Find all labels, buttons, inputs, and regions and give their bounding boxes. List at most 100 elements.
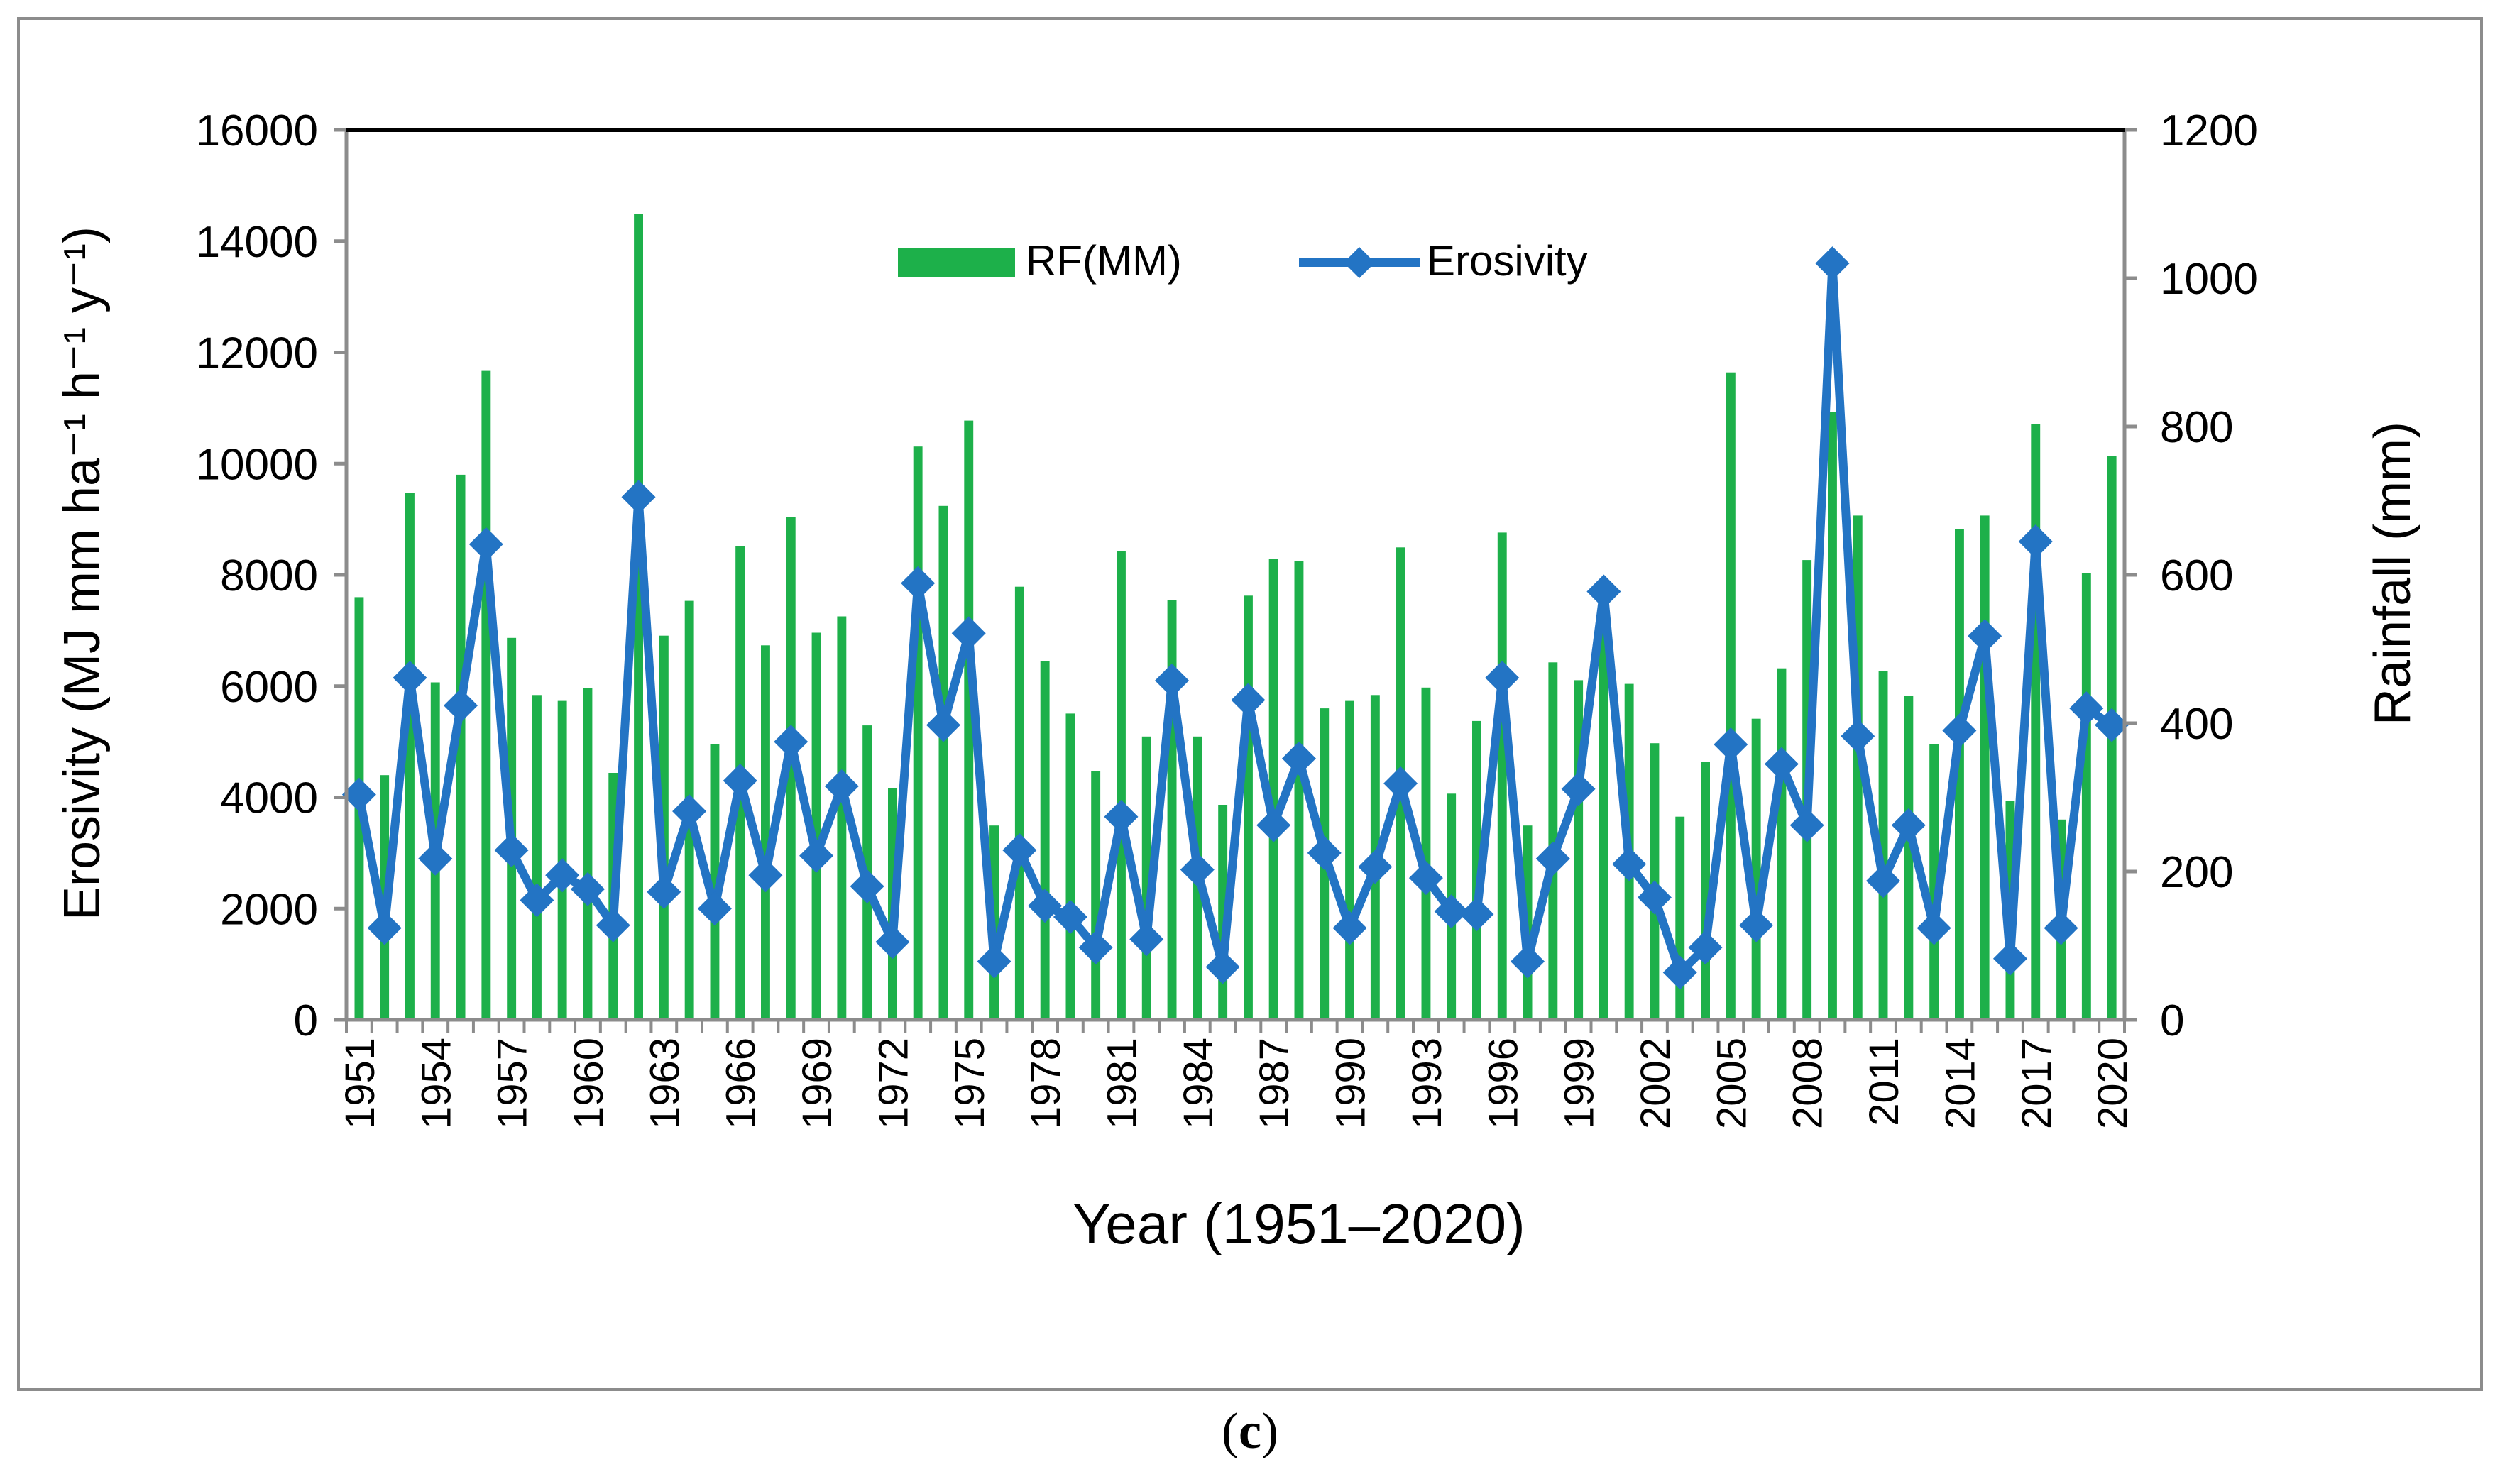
combo-chart: 0 2000 4000 6000 8000 10000 12000 14000 16000 0 20… [54,106,2421,1255]
y2-tick-label: 600 [2160,551,2233,600]
legend-swatch-rf [898,248,1015,277]
erosivity-point-1965 [697,891,732,926]
figure-frame [17,17,2483,1391]
erosivity-point-2014 [1942,713,1977,748]
rf-bar-2012 [1904,696,1914,1020]
x-tick-label: 2020 [2090,1038,2136,1129]
erosivity-point-1957 [494,832,529,867]
rf-bar-1960 [583,688,593,1020]
rf-bar-2005 [1726,372,1736,1020]
rf-bar-1998 [1548,662,1558,1020]
y-tick-label: 14000 [196,218,318,267]
erosivity-point-1971 [850,869,884,903]
erosivity-point-1953 [393,660,427,695]
erosivity-point-1977 [1002,832,1037,867]
rf-bar-1969 [811,632,821,1020]
rf-bar-2013 [1929,744,1939,1020]
erosivity-point-1999 [1561,771,1596,806]
erosivity-point-2005 [1714,727,1748,762]
rf-bar-2006 [1751,718,1761,1020]
rf-bar-1980 [1091,771,1101,1020]
erosivity-point-1987 [1256,808,1291,842]
erosivity-point-1962 [621,480,656,515]
erosivity-point-1997 [1511,944,1545,979]
rf-bar-1956 [481,370,491,1020]
erosivity-point-1986 [1231,683,1266,718]
x-tick-label: 1951 [337,1038,383,1129]
y2-tick-label: 800 [2160,403,2233,452]
rf-bar-1978 [1040,661,1050,1020]
y-tick-label: 8000 [220,551,318,600]
erosivity-point-1991 [1358,850,1393,884]
erosivity-point-1976 [977,944,1011,979]
legend: RF(MM) Erosivity [898,237,1588,285]
erosivity-point-1964 [672,794,707,829]
erosivity-point-2019 [2069,691,2104,726]
axes [334,128,2137,1033]
erosivity-point-1979 [1053,900,1087,935]
rf-bar-2015 [1980,515,1990,1020]
erosivity-point-2006 [1739,908,1774,942]
rf-bar-2009 [1828,412,1837,1020]
legend-label-erosivity: Erosivity [1427,237,1588,285]
y-tick-label: 0 [294,996,318,1045]
erosivity-point-1952 [367,911,402,945]
rf-bar-1953 [405,493,415,1020]
erosivity-point-1951 [341,777,376,812]
y2-axis-title: Rainfall (mm) [2364,422,2421,725]
y-tick-label: 16000 [196,106,318,155]
erosivity-point-2003 [1662,955,1697,990]
erosivity-point-2013 [1917,911,1951,945]
erosivity-point-2012 [1891,808,1926,842]
erosivity-point-2001 [1612,847,1647,881]
x-tick-label: 1999 [1557,1038,1603,1129]
erosivity-point-1982 [1129,922,1164,957]
y-tick-label: 4000 [220,774,318,823]
y-tick-label: 10000 [196,440,318,489]
y-tick-label: 6000 [220,663,318,712]
erosivity-point-2009 [1815,246,1850,281]
x-tick-label: 1987 [1251,1038,1298,1129]
rf-bar-1968 [786,517,796,1020]
legend-label-rf: RF(MM) [1026,237,1182,285]
rf-bar-1962 [634,214,643,1021]
x-tick-label: 1975 [947,1038,993,1129]
rf-bar-2014 [1955,529,1964,1020]
erosivity-point-2010 [1841,719,1875,754]
erosivity-point-1973 [901,566,936,600]
erosivity-point-1972 [875,925,910,960]
figure-caption: (c) [1222,1402,1278,1459]
y2-tick-label: 400 [2160,700,2233,749]
rf-bar-1995 [1472,720,1481,1020]
x-tick-label: 1963 [642,1038,688,1129]
y2-tick-label: 200 [2160,848,2233,897]
erosivity-point-1959 [545,858,580,893]
erosivity-point-1967 [748,858,783,893]
x-tick-label: 1978 [1023,1038,1069,1129]
rf-bar-1987 [1268,559,1278,1020]
erosivity-point-1969 [799,838,834,873]
erosivity-point-2016 [1992,941,2027,976]
x-tick-label: 1996 [1480,1038,1526,1129]
erosivity-point-1966 [723,763,757,798]
erosivity-point-1985 [1205,950,1240,984]
erosivity-point-2018 [2044,911,2078,945]
erosivity-point-1978 [1028,889,1063,923]
rf-bar-1986 [1244,595,1253,1020]
erosivity-point-2017 [2018,524,2053,559]
erosivity-point-1989 [1307,835,1342,870]
rf-bar-2019 [2081,573,2091,1020]
x-tick-label: 1966 [718,1038,764,1129]
erosivity-point-1963 [647,874,681,909]
rf-bar-2000 [1599,591,1608,1020]
erosivity-series-line [355,259,2115,977]
erosivity-point-1998 [1535,841,1570,876]
rf-bar-1958 [532,695,542,1020]
rf-bar-2007 [1777,668,1787,1020]
y2-tick-label: 0 [2160,996,2184,1045]
x-tick-label: 1969 [794,1038,840,1129]
x-tick-label: 1972 [870,1038,916,1129]
rf-bar-1996 [1497,532,1507,1020]
x-tick-label: 1981 [1100,1038,1146,1129]
x-tick-label: 1984 [1175,1038,1222,1129]
